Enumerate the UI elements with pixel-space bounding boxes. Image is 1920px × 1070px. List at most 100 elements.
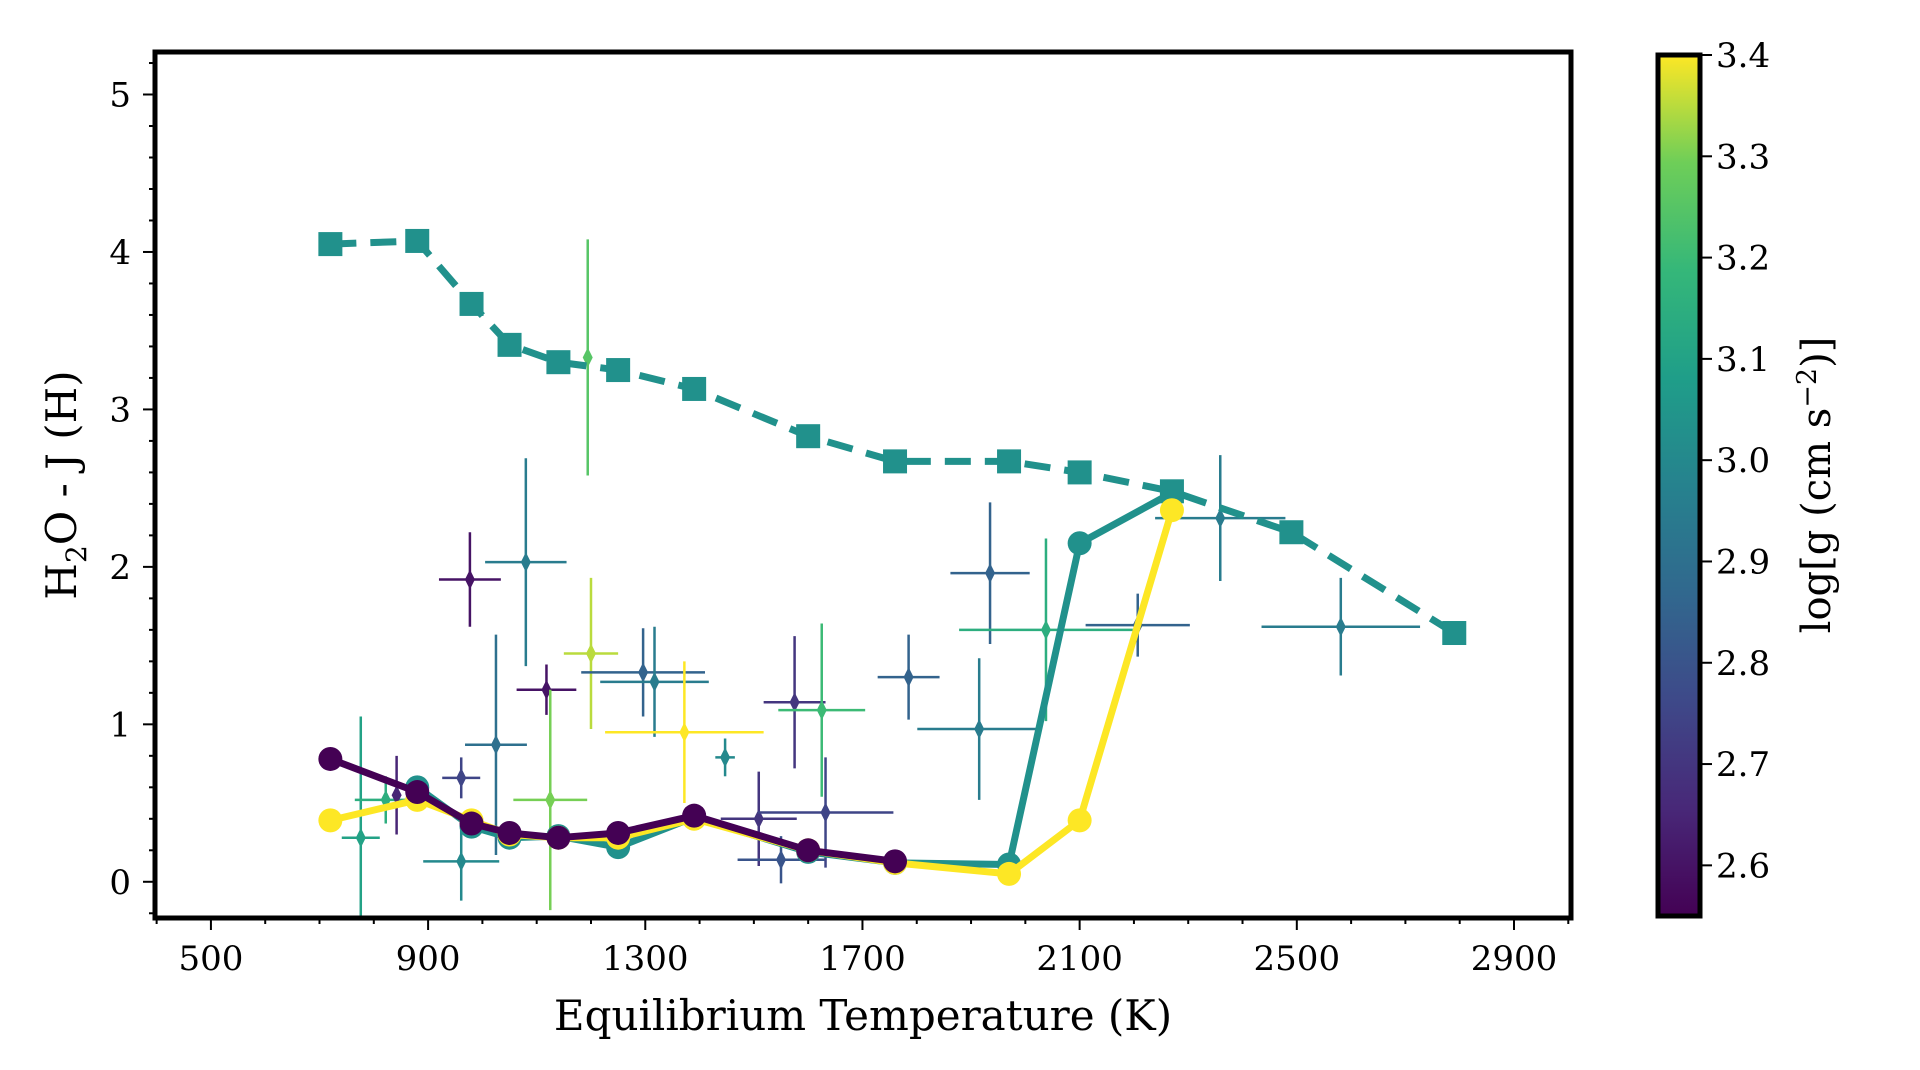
square-marker [1279,520,1304,545]
plot-area [318,228,1467,918]
circle-marker [318,746,343,771]
diamond-marker [585,643,596,664]
y-tick-label: 5 [109,76,131,116]
colorbar-label: log[g (cm s−2)] [1792,337,1840,634]
square-marker [318,232,343,257]
errorbar-point [715,738,735,777]
colorbar-tick-label: 3.0 [1716,441,1770,481]
circle-marker [682,803,707,828]
square-marker [682,376,707,401]
circle-marker [497,820,522,845]
colorbar-tick-label: 3.2 [1716,239,1770,279]
x-tick-label: 500 [178,939,243,979]
square-marker [497,332,522,357]
y-tick-label: 2 [109,548,131,588]
y-label-subscript: 2 [60,545,93,563]
colorbar-tick-label: 2.8 [1716,644,1770,684]
errorbar-point [763,636,826,769]
errorbar-point [341,716,380,918]
square-marker [606,358,631,383]
errorbar-point [438,532,501,627]
square-marker [405,228,430,253]
diamond-marker [638,662,649,683]
x-axis-label: Equilibrium Temperature (K) [554,991,1172,1040]
errorbar-point [605,661,764,804]
diamond-marker [456,851,467,872]
circle-marker [1159,480,1184,505]
diamond-marker [520,552,531,573]
model-series [318,746,908,874]
diamond-marker [490,734,501,755]
y-axis-label: H2O - J (H) [37,370,93,599]
diamond-marker [720,747,731,768]
errorbar-point [563,577,619,730]
plot-frame [152,49,1574,921]
y-tick-label: 1 [109,705,131,745]
colorbar-label-main: log[g (cm s [1794,408,1840,634]
diamond-marker [903,667,914,688]
errorbar-point [720,771,797,867]
errorbar-point [917,658,1042,800]
circle-marker [883,849,908,874]
diamond-marker [789,692,800,713]
circle-marker [1067,531,1092,556]
circle-marker [997,861,1022,886]
x-tick-label: 1300 [602,939,689,979]
series-line [330,237,1457,636]
diamond-marker [541,679,552,700]
colorbar-tick-label: 2.6 [1716,846,1770,886]
x-tick-label: 2900 [1471,939,1558,979]
circle-marker [1067,808,1092,833]
diamond-marker [820,802,831,823]
circle-marker [405,780,430,805]
colorbar-tick-label: 2.7 [1716,745,1770,785]
errorbar-point [391,755,402,835]
colorbar-gradient [1655,52,1703,919]
circle-marker [459,811,484,836]
diamond-marker [355,827,366,848]
y-tick-label: 0 [109,863,131,903]
errorbar-point [465,634,527,856]
square-marker [546,350,571,375]
square-marker [997,449,1022,474]
diamond-marker [464,569,475,590]
diamond-marker [679,722,690,743]
errorbar-point [581,628,706,717]
diamond-marker [1215,508,1226,529]
errorbar-point [513,689,588,911]
circle-marker [606,820,631,845]
square-marker [1067,460,1092,485]
diamond-marker [456,767,467,788]
y-tick-label: 3 [109,390,131,430]
circle-marker [796,838,821,863]
colorbar-tick-label: 3.1 [1716,340,1770,380]
square-marker [1442,621,1467,646]
square-marker [883,449,908,474]
diamond-marker [391,785,402,806]
x-tick-label: 900 [396,939,461,979]
errorbar-point [600,626,709,737]
diamond-marker [753,808,764,829]
diamond-marker [985,563,996,584]
model-series [318,228,1467,646]
errorbar-point [1261,577,1421,676]
x-tick-label: 2500 [1254,939,1341,979]
x-axis: 500 900 1300 1700 2100 2500 2900 [155,918,1570,979]
colorbar-tick-label: 3.3 [1716,137,1770,177]
diamond-marker [1335,616,1346,637]
errorbar-point [778,623,866,797]
errorbar-point [950,502,1030,645]
x-tick-label: 2100 [1036,939,1123,979]
errorbar-point [485,458,567,667]
square-marker [459,291,484,316]
model-series [318,498,1184,886]
circle-marker [1159,498,1184,523]
colorbar-tick-label: 2.9 [1716,542,1770,582]
square-marker [796,424,821,449]
errorbar-point [423,821,500,901]
errorbar-point [582,239,593,476]
circle-marker [546,825,571,850]
diamond-marker [649,671,660,692]
colorbar-label-superscript: −2 [1792,368,1823,408]
